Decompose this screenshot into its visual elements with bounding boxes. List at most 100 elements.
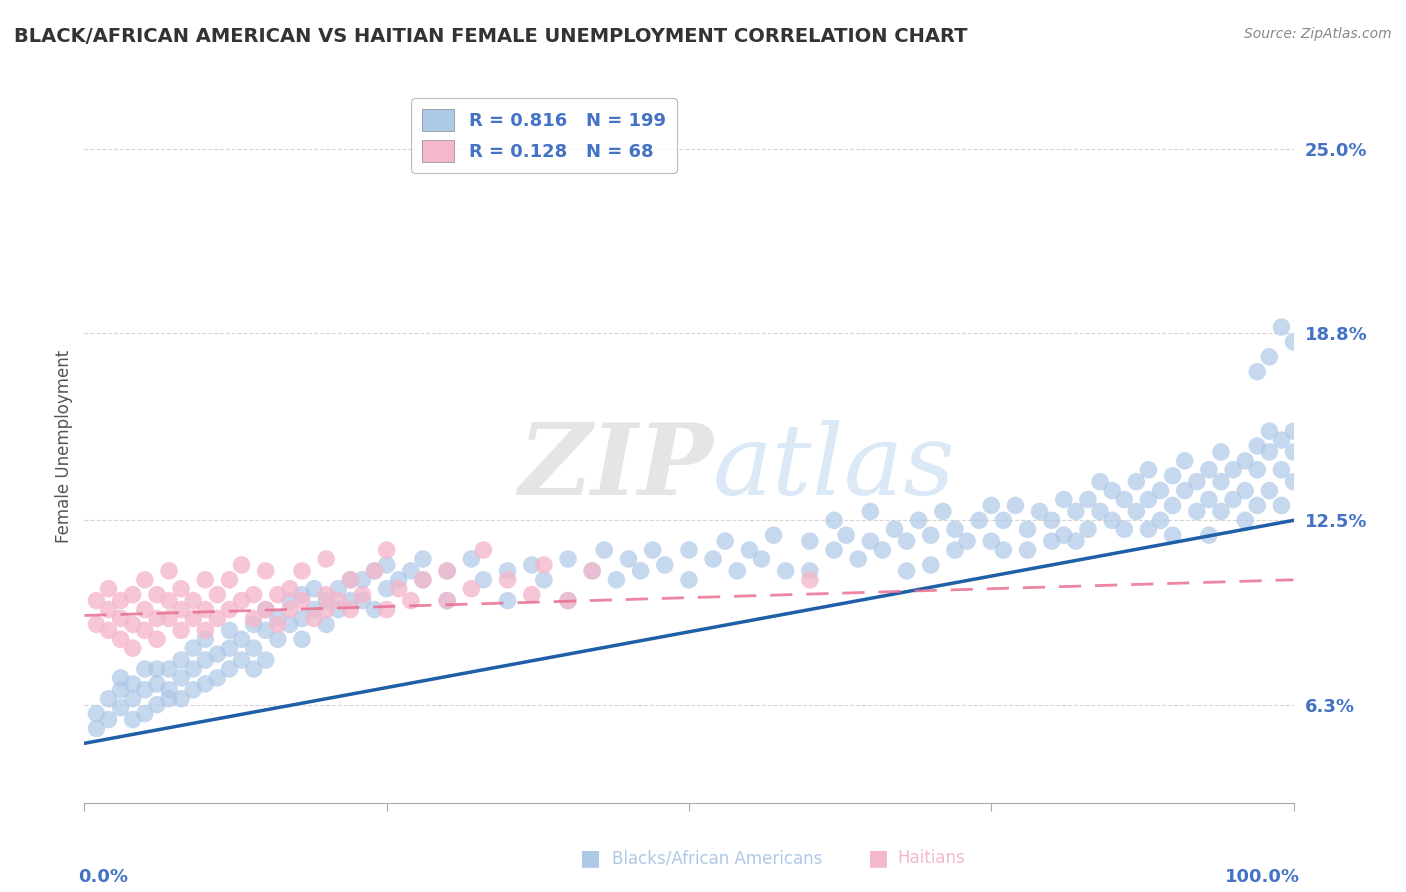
Point — [1258, 424, 1281, 438]
Point — [1270, 320, 1292, 334]
Point — [1064, 534, 1087, 549]
Point — [302, 602, 325, 616]
Point — [1114, 492, 1136, 507]
Point — [557, 552, 579, 566]
Point — [146, 611, 169, 625]
Point — [1209, 504, 1232, 518]
Point — [339, 573, 361, 587]
Point — [896, 564, 918, 578]
Point — [846, 552, 869, 566]
Point — [1185, 475, 1208, 489]
Point — [181, 682, 204, 697]
Point — [291, 632, 314, 647]
Point — [86, 706, 108, 721]
Y-axis label: Female Unemployment: Female Unemployment — [55, 350, 73, 542]
Point — [1246, 463, 1268, 477]
Point — [110, 611, 132, 625]
Text: atlas: atlas — [713, 420, 956, 515]
Point — [472, 543, 495, 558]
Point — [1125, 504, 1147, 518]
Point — [1064, 504, 1087, 518]
Point — [1246, 499, 1268, 513]
Point — [1282, 445, 1305, 459]
Point — [231, 632, 253, 647]
Point — [1137, 522, 1160, 536]
Point — [1174, 483, 1197, 498]
Point — [375, 602, 398, 616]
Point — [363, 602, 385, 616]
Point — [1222, 463, 1244, 477]
Point — [110, 700, 132, 714]
Point — [1053, 492, 1076, 507]
Point — [352, 573, 374, 587]
Point — [291, 593, 314, 607]
Point — [859, 504, 882, 518]
Point — [1185, 504, 1208, 518]
Point — [157, 691, 180, 706]
Point — [388, 573, 411, 587]
Point — [993, 543, 1015, 558]
Point — [375, 558, 398, 572]
Point — [352, 588, 374, 602]
Point — [1270, 433, 1292, 447]
Point — [1282, 424, 1305, 438]
Point — [170, 671, 193, 685]
Point — [134, 624, 156, 638]
Point — [134, 706, 156, 721]
Text: 0.0%: 0.0% — [79, 868, 128, 887]
Point — [375, 543, 398, 558]
Point — [725, 564, 748, 578]
Point — [762, 528, 785, 542]
Point — [278, 593, 301, 607]
Point — [110, 671, 132, 685]
Point — [872, 543, 894, 558]
Point — [242, 662, 264, 676]
Point — [593, 543, 616, 558]
Point — [315, 617, 337, 632]
Point — [702, 552, 724, 566]
Point — [943, 522, 966, 536]
Point — [823, 513, 845, 527]
Point — [1040, 534, 1063, 549]
Point — [86, 722, 108, 736]
Point — [315, 602, 337, 616]
Point — [97, 691, 120, 706]
Point — [1149, 513, 1171, 527]
Point — [980, 534, 1002, 549]
Point — [146, 698, 169, 712]
Point — [278, 602, 301, 616]
Point — [134, 573, 156, 587]
Point — [496, 573, 519, 587]
Text: ZIP: ZIP — [519, 419, 713, 516]
Point — [86, 617, 108, 632]
Point — [956, 534, 979, 549]
Point — [97, 624, 120, 638]
Point — [399, 593, 422, 607]
Point — [932, 504, 955, 518]
Point — [1282, 475, 1305, 489]
Point — [207, 588, 229, 602]
Point — [943, 543, 966, 558]
Point — [194, 653, 217, 667]
Point — [388, 582, 411, 596]
Point — [641, 543, 664, 558]
Point — [1017, 543, 1039, 558]
Point — [1040, 513, 1063, 527]
Point — [291, 611, 314, 625]
Point — [302, 582, 325, 596]
Point — [218, 573, 240, 587]
Point — [146, 632, 169, 647]
Point — [218, 602, 240, 616]
Point — [254, 653, 277, 667]
Point — [242, 617, 264, 632]
Point — [157, 682, 180, 697]
Point — [254, 602, 277, 616]
Point — [1198, 492, 1220, 507]
Point — [436, 564, 458, 578]
Text: BLACK/AFRICAN AMERICAN VS HAITIAN FEMALE UNEMPLOYMENT CORRELATION CHART: BLACK/AFRICAN AMERICAN VS HAITIAN FEMALE… — [14, 27, 967, 45]
Point — [267, 588, 290, 602]
Point — [134, 602, 156, 616]
Point — [678, 573, 700, 587]
Text: ■: ■ — [869, 848, 889, 868]
Point — [291, 564, 314, 578]
